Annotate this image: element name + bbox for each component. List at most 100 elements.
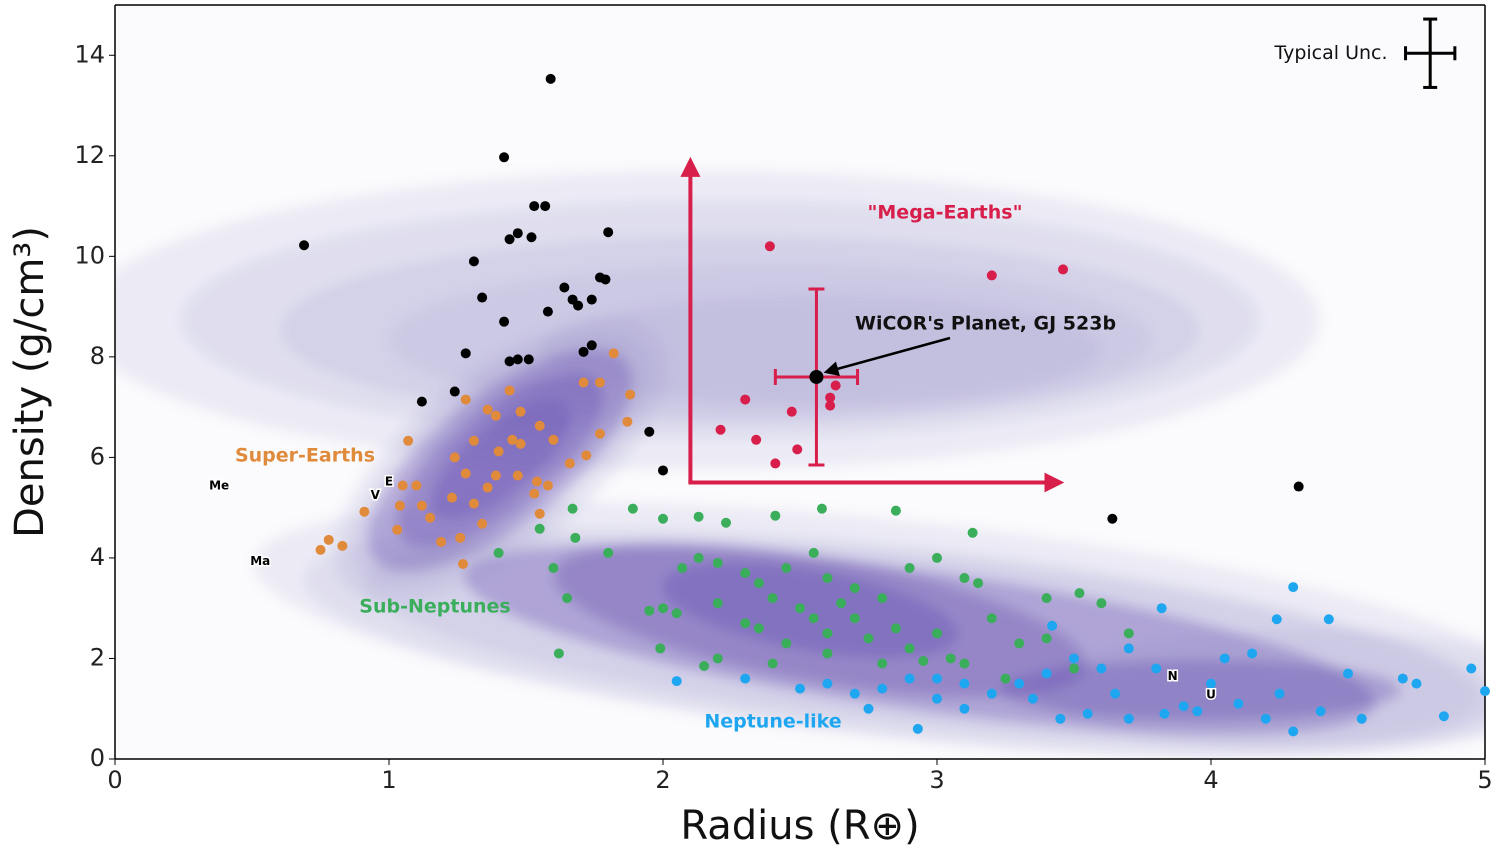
point: [816, 503, 827, 514]
point: [808, 613, 819, 624]
point: [1096, 663, 1107, 674]
point: [740, 568, 751, 579]
point: [767, 593, 778, 604]
point: [712, 557, 723, 568]
point: [781, 562, 792, 573]
point: [1315, 706, 1326, 717]
point: [455, 532, 466, 543]
point: [1000, 673, 1011, 684]
point: [904, 562, 915, 573]
point: [1219, 653, 1230, 664]
y-tick-label: 12: [74, 141, 105, 169]
point: [932, 673, 942, 684]
solar-system-label: U: [1206, 688, 1216, 702]
point: [740, 673, 751, 684]
point: [715, 424, 726, 435]
point: [526, 232, 537, 243]
point: [825, 392, 836, 403]
point: [1123, 643, 1134, 654]
solar-system-label: Me: [209, 479, 229, 493]
point: [1047, 620, 1058, 631]
point: [460, 394, 471, 405]
point: [890, 505, 901, 516]
x-tick-label: 4: [1203, 766, 1218, 794]
point: [699, 661, 710, 672]
point: [315, 544, 326, 555]
point: [529, 201, 540, 212]
point: [586, 340, 597, 351]
point: [959, 658, 970, 669]
point: [542, 306, 553, 317]
point: [1480, 686, 1490, 697]
group-label: Neptune-like: [704, 711, 841, 733]
point: [416, 396, 427, 407]
point: [425, 512, 436, 523]
point: [822, 678, 833, 689]
y-tick-label: 2: [90, 643, 105, 671]
point: [1411, 678, 1422, 689]
point: [1123, 713, 1134, 724]
point: [1110, 688, 1121, 699]
point: [967, 527, 978, 538]
point: [468, 435, 479, 446]
solar-system-label: V: [371, 488, 381, 502]
point: [1192, 706, 1203, 717]
y-tick-label: 6: [90, 442, 105, 470]
point: [504, 356, 515, 367]
point: [564, 458, 575, 469]
point: [548, 562, 559, 573]
point: [822, 648, 833, 659]
y-tick-label: 14: [74, 40, 105, 68]
y-tick-label: 4: [90, 543, 105, 571]
uncertainty-label: Typical Unc.: [1273, 42, 1387, 64]
point: [548, 434, 559, 445]
solar-system-label: E: [385, 475, 393, 489]
y-axis-label: Density (g/cm³): [7, 226, 53, 538]
point: [877, 593, 888, 604]
x-tick-label: 5: [1477, 766, 1492, 794]
point: [825, 400, 836, 411]
point: [786, 406, 797, 417]
point: [468, 498, 479, 509]
point: [542, 480, 553, 491]
point: [753, 578, 764, 589]
point: [603, 547, 614, 558]
point: [712, 653, 723, 664]
annotation-arrow: [823, 336, 951, 377]
point: [512, 470, 523, 481]
point: [849, 583, 860, 594]
point: [504, 234, 515, 245]
point: [490, 410, 501, 421]
point: [482, 482, 493, 493]
point: [392, 524, 403, 535]
point: [403, 435, 414, 446]
point: [644, 426, 655, 437]
point: [1074, 588, 1085, 599]
point: [1082, 708, 1093, 719]
x-tick-label: 2: [655, 766, 670, 794]
point: [1041, 668, 1052, 679]
point: [1271, 614, 1282, 625]
point: [512, 354, 523, 365]
point: [721, 517, 732, 528]
point: [751, 434, 762, 445]
point: [671, 676, 682, 687]
point: [600, 274, 611, 285]
point: [1123, 628, 1134, 639]
point: [959, 573, 970, 584]
point: [477, 518, 488, 529]
point: [493, 446, 504, 457]
point: [973, 578, 984, 589]
point: [1151, 663, 1162, 674]
point: [1438, 711, 1449, 722]
point: [1288, 726, 1299, 737]
point: [959, 678, 970, 689]
point: [849, 688, 860, 699]
point: [411, 480, 422, 491]
point: [1260, 713, 1271, 724]
point: [1014, 678, 1025, 689]
point: [299, 240, 310, 251]
solar-system-label: N: [1168, 669, 1178, 683]
point: [959, 703, 970, 714]
point: [753, 623, 764, 634]
